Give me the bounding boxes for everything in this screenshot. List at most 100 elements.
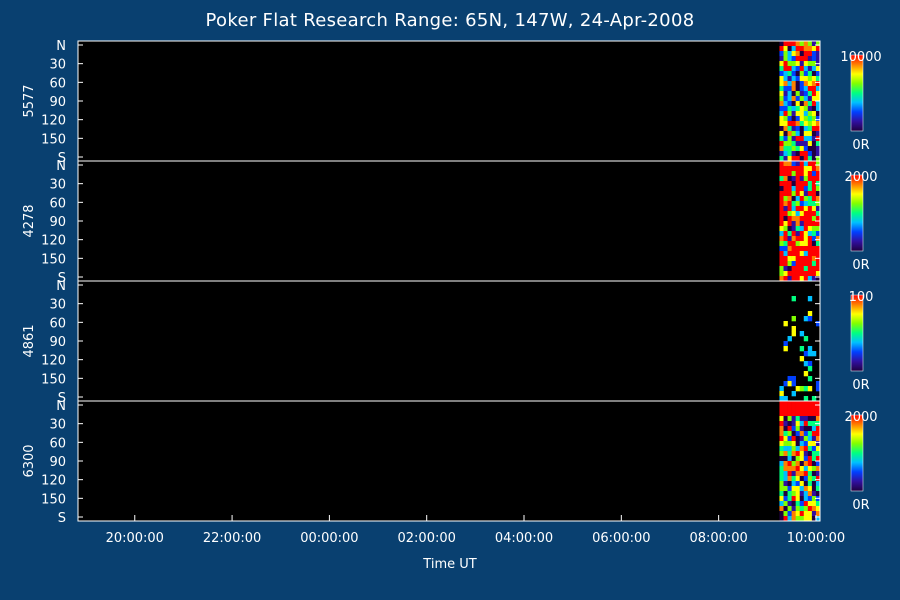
heatmap-cell [807, 41, 813, 47]
heatmap-cell [787, 106, 792, 112]
heatmap-cell [807, 121, 813, 127]
y-tick-label: N [56, 399, 66, 414]
heatmap-cell [795, 236, 801, 242]
y-tick-label: 60 [49, 436, 66, 451]
heatmap-cell [807, 316, 813, 322]
heatmap-cell [795, 241, 801, 247]
heatmap-cell [783, 271, 788, 277]
heatmap-cell [791, 266, 796, 272]
heatmap-cell [779, 396, 784, 402]
heatmap-cell [791, 236, 796, 242]
heatmap-cell [815, 116, 821, 122]
heatmap-cell [803, 276, 809, 282]
heatmap-cell [803, 491, 809, 497]
y-tick-label: 60 [49, 196, 66, 211]
heatmap-cell [783, 346, 788, 352]
heatmap-cell [803, 116, 809, 122]
heatmap-cell [811, 86, 817, 92]
heatmap-cell [791, 436, 796, 442]
heatmap-cell [807, 426, 813, 432]
heatmap-cell [815, 436, 821, 442]
heatmap-cell [795, 161, 801, 167]
heatmap-cell [799, 141, 805, 147]
heatmap-cell [791, 441, 796, 447]
heatmap-cell [815, 511, 821, 517]
colorbar-max-label: 2000 [844, 170, 877, 185]
heatmap-cell [803, 476, 809, 482]
heatmap-cell [795, 471, 801, 477]
heatmap-cell [791, 181, 796, 187]
heatmap-cell [787, 496, 792, 502]
heatmap-cell [791, 501, 796, 507]
heatmap-cell [787, 241, 792, 247]
heatmap-cell [811, 201, 817, 207]
heatmap-cell [815, 71, 821, 77]
heatmap-cell [807, 511, 813, 517]
heatmap-cell [799, 476, 805, 482]
heatmap-cell [815, 201, 821, 207]
heatmap-cell [815, 141, 821, 147]
heatmap-cell [815, 86, 821, 92]
heatmap-cell [799, 256, 805, 262]
heatmap-cell [795, 46, 801, 52]
heatmap-cell [807, 56, 813, 62]
heatmap-cell [791, 141, 796, 147]
heatmap-cell [815, 46, 821, 52]
heatmap-cell [779, 271, 784, 277]
heatmap-cell [807, 166, 813, 172]
heatmap-cell [807, 421, 813, 427]
heatmap-cell [799, 151, 805, 157]
heatmap-cell [779, 466, 784, 472]
heatmap-cell [799, 266, 805, 272]
y-tick-label: 30 [49, 178, 66, 193]
heatmap-cell [807, 471, 813, 477]
heatmap-cell [787, 211, 792, 217]
heatmap-cell [787, 466, 792, 472]
heatmap-cell [783, 146, 788, 152]
heatmap-cell [779, 186, 784, 192]
heatmap-cell [807, 436, 813, 442]
heatmap-cell [779, 181, 784, 187]
heatmap-cell [795, 116, 801, 122]
heatmap-cell [783, 231, 788, 237]
heatmap-cell [815, 186, 821, 192]
heatmap-cell [779, 436, 784, 442]
heatmap-cell [815, 461, 821, 467]
heatmap-cell [811, 186, 817, 192]
heatmap-cell [779, 496, 784, 502]
heatmap-cell [783, 96, 788, 102]
heatmap-cell [799, 276, 805, 282]
heatmap-cell [799, 186, 805, 192]
heatmap-cell [787, 126, 792, 132]
heatmap-cell [799, 246, 805, 252]
heatmap-cell [799, 416, 805, 422]
heatmap-cell [811, 106, 817, 112]
heatmap-cell [795, 76, 801, 82]
heatmap-cell [779, 106, 784, 112]
heatmap-cell [787, 51, 792, 57]
heatmap-cell [791, 326, 796, 332]
heatmap-cell [807, 486, 813, 492]
heatmap-cell [779, 441, 784, 447]
colorbar-min-label: 0R [852, 258, 869, 273]
heatmap-cell [807, 61, 813, 67]
heatmap-cell [815, 416, 821, 422]
heatmap-cell [779, 116, 784, 122]
heatmap-cell [787, 66, 792, 72]
heatmap-cell [783, 406, 788, 412]
heatmap-cell [799, 176, 805, 182]
heatmap-cell [811, 471, 817, 477]
heatmap-cell [807, 346, 813, 352]
heatmap-cell [779, 41, 784, 47]
heatmap-cell [803, 61, 809, 67]
y-tick-label: N [56, 39, 66, 54]
heatmap-cell [811, 41, 817, 47]
heatmap-cell [803, 41, 809, 47]
heatmap-cell [795, 51, 801, 57]
heatmap-cell [799, 506, 805, 512]
heatmap-cell [787, 271, 792, 277]
heatmap-cell [799, 421, 805, 427]
heatmap-cell [779, 266, 784, 272]
heatmap-cell [815, 211, 821, 217]
